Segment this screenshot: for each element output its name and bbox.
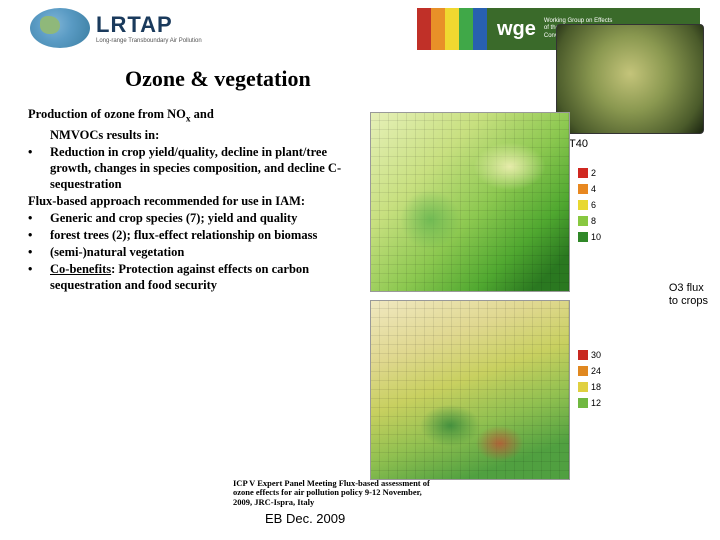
legend-swatch: [578, 366, 588, 376]
legend-item: 4: [578, 184, 606, 194]
legend-swatch: [578, 216, 588, 226]
legend-swatch: [578, 200, 588, 210]
intro-line2: NMVOCs results in:: [50, 127, 358, 143]
text-column: Production of ozone from NOx and NMVOCs …: [28, 106, 358, 294]
legend-value: 6: [591, 200, 596, 210]
logo-sub-text: Long-range Transboundary Air Pollution: [96, 38, 202, 44]
main-content: Production of ozone from NOx and NMVOCs …: [0, 106, 720, 294]
legend-item: 6: [578, 200, 606, 210]
legend-value: 4: [591, 184, 596, 194]
aot40-map: [370, 112, 570, 292]
vegetation-photo: [556, 24, 704, 134]
legend-swatch: [578, 398, 588, 408]
legend-item: 10: [578, 232, 606, 242]
bullet-1: Reduction in crop yield/quality, decline…: [50, 144, 358, 192]
legend-swatch: [578, 232, 588, 242]
legend-swatch: [578, 184, 588, 194]
color-bar: [473, 8, 487, 50]
bullet-5: Co-benefits: Protection against effects …: [50, 261, 358, 293]
lrtap-logo: LRTAP Long-range Transboundary Air Pollu…: [30, 8, 202, 48]
legend-item: 24: [578, 366, 610, 376]
mid-heading: Flux-based approach recommended for use …: [28, 194, 305, 208]
color-bar: [431, 8, 445, 50]
legend-item: 30: [578, 350, 610, 360]
bullet-3: forest trees (2); flux-effect relationsh…: [50, 227, 358, 243]
figure-column: AOT40 246810 O3 fluxto crops 30241812: [364, 106, 712, 294]
map2-label: O3 fluxto crops: [669, 282, 708, 307]
legend-swatch: [578, 168, 588, 178]
globe-icon: [30, 8, 90, 48]
bullet-2: Generic and crop species (7); yield and …: [50, 210, 358, 226]
color-bar: [459, 8, 473, 50]
legend-value: 2: [591, 168, 596, 178]
o3flux-map: [370, 300, 570, 480]
legend-value: 18: [591, 382, 601, 392]
logo-main-text: LRTAP: [96, 12, 202, 38]
wge-label: wge: [497, 18, 536, 41]
bullet-icon: •: [28, 227, 50, 243]
legend-value: 10: [591, 232, 601, 242]
legend-item: 8: [578, 216, 606, 226]
legend-value: 8: [591, 216, 596, 226]
bullet-icon: •: [28, 261, 50, 293]
map1-legend: 2 4 6 8 10: [578, 168, 606, 248]
legend-value: 30: [591, 350, 601, 360]
legend-value: 12: [591, 398, 601, 408]
citation-text: ICP V Expert Panel Meeting Flux-based as…: [233, 479, 433, 508]
bullet-icon: •: [28, 244, 50, 260]
color-bar: [417, 8, 431, 50]
legend-swatch: [578, 350, 588, 360]
legend-item: 2: [578, 168, 606, 178]
legend-value: 24: [591, 366, 601, 376]
footer-text: EB Dec. 2009: [265, 511, 345, 526]
bullet-4: (semi-)natural vegetation: [50, 244, 358, 260]
legend-item: 12: [578, 398, 610, 408]
bullet-icon: •: [28, 210, 50, 226]
legend-swatch: [578, 382, 588, 392]
intro-line: Production of ozone from NOx and: [28, 107, 214, 121]
color-bar: [445, 8, 459, 50]
bullet-icon: •: [28, 144, 50, 192]
legend-item: 18: [578, 382, 610, 392]
map2-legend: 30 24 18 12: [578, 350, 610, 414]
